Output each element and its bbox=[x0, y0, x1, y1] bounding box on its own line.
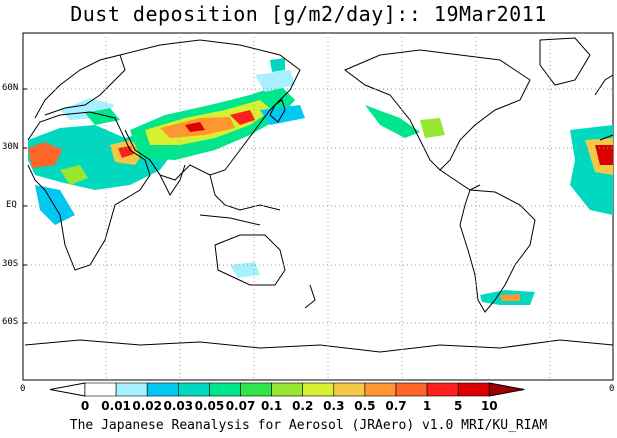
colorbar-label: 0.7 bbox=[385, 399, 406, 413]
plume-australia bbox=[230, 262, 260, 278]
colorbar-label: 0.3 bbox=[323, 399, 344, 413]
colorbar-swatch bbox=[146, 382, 179, 397]
colorbar-swatch bbox=[364, 382, 397, 397]
colorbar-swatch bbox=[240, 382, 272, 397]
plume-siberia bbox=[255, 70, 295, 92]
colorbar-label: 0 bbox=[81, 399, 89, 413]
plume-canada bbox=[270, 58, 285, 72]
grid-lines bbox=[23, 33, 613, 380]
plume-sahara-east-core bbox=[595, 145, 613, 165]
lat-label-eq: EQ bbox=[6, 200, 17, 210]
plume-gobi bbox=[230, 110, 255, 125]
colorbar-swatch bbox=[271, 382, 304, 397]
colorbar-label: 0.01 bbox=[101, 399, 131, 413]
colorbar-label: 1 bbox=[423, 399, 431, 413]
plume-patagonia-core bbox=[500, 294, 520, 301]
plume-sahara-core bbox=[28, 142, 62, 168]
lat-label-30s: 30S bbox=[2, 259, 19, 269]
coastlines bbox=[24, 37, 614, 353]
colorbar-label: 0.05 bbox=[195, 399, 225, 413]
colorbar-swatch bbox=[333, 382, 366, 397]
colorbar-swatch bbox=[457, 382, 490, 397]
axis-zero-left: 0 bbox=[20, 384, 26, 394]
lat-label-60n: 60N bbox=[2, 83, 19, 93]
colorbar-label: 0.2 bbox=[292, 399, 313, 413]
plume-atlantic bbox=[35, 185, 75, 225]
colorbar-swatch bbox=[426, 382, 459, 397]
colorbar: 0 0.01 0.02 0.03 0.05 0.07 0.1 0.2 0.3 0.5 0.7 1 5 10 bbox=[49, 382, 525, 413]
lat-label-60s: 60S bbox=[2, 317, 19, 327]
colorbar-label: 0.03 bbox=[163, 399, 193, 413]
colorbar-swatch bbox=[178, 382, 210, 397]
plume-middle-east bbox=[85, 108, 120, 125]
colorbar-label: 5 bbox=[454, 399, 462, 413]
plume-tarim-core bbox=[185, 122, 205, 132]
dust-plumes bbox=[28, 58, 613, 305]
axis-zero-right: 0 bbox=[609, 384, 615, 394]
plume-pacific-streak bbox=[365, 105, 420, 138]
colorbar-label: 0.07 bbox=[226, 399, 256, 413]
plume-north-america bbox=[420, 118, 445, 138]
colorbar-swatch bbox=[395, 382, 428, 397]
colorbar-swatch bbox=[302, 382, 335, 397]
colorbar-swatch bbox=[115, 382, 148, 397]
map-footer: The Japanese Reanalysis for Aerosol (JRA… bbox=[69, 418, 548, 433]
colorbar-label: 0.5 bbox=[354, 399, 375, 413]
colorbar-swatch bbox=[84, 382, 117, 397]
colorbar-arrow-right bbox=[488, 382, 525, 397]
map-title: Dust deposition [g/m2/day]:: 19Mar2011 bbox=[70, 2, 547, 26]
colorbar-label: 0.02 bbox=[132, 399, 162, 413]
colorbar-label: 10 bbox=[481, 399, 498, 413]
plume-sahel bbox=[60, 165, 88, 185]
lat-label-30n: 30N bbox=[2, 142, 19, 152]
colorbar-label: 0.1 bbox=[261, 399, 282, 413]
colorbar-swatch bbox=[209, 382, 241, 397]
colorbar-arrow-left bbox=[49, 382, 86, 397]
